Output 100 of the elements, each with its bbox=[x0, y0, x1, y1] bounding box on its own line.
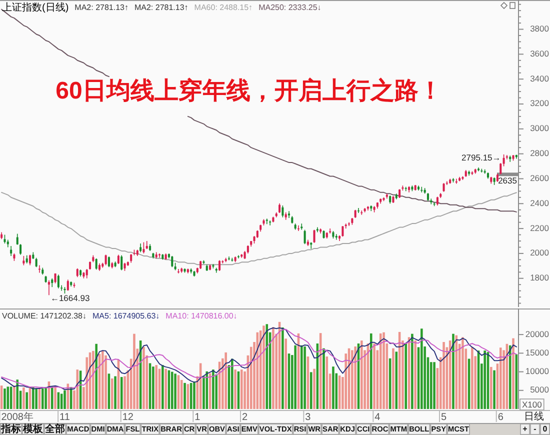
bar bbox=[414, 340, 416, 409]
bar bbox=[322, 348, 325, 409]
x-tick-label: 12 bbox=[122, 412, 134, 424]
candlestick bbox=[117, 254, 120, 264]
bar bbox=[224, 352, 227, 409]
annotation: MA2: 2781.13↑ bbox=[134, 3, 188, 12]
annotation: VOLUME: 1471202.38↓ bbox=[2, 312, 86, 321]
x-tick-label: 4 bbox=[374, 412, 381, 424]
bar bbox=[162, 365, 164, 409]
candlestick bbox=[57, 274, 60, 289]
bar bbox=[152, 366, 154, 409]
bar bbox=[262, 326, 265, 409]
bar bbox=[64, 390, 66, 409]
bar bbox=[420, 328, 423, 409]
bar bbox=[4, 388, 6, 409]
text: 模板 bbox=[22, 423, 44, 435]
y-tick-label: 2000 bbox=[530, 248, 550, 258]
bar bbox=[16, 380, 18, 409]
candlestick bbox=[269, 220, 272, 226]
ref-line-label: 2635 bbox=[498, 176, 518, 186]
bar bbox=[240, 370, 243, 409]
candlestick bbox=[304, 229, 306, 245]
bar bbox=[360, 340, 363, 409]
bar bbox=[284, 338, 287, 409]
candlestick bbox=[266, 218, 268, 225]
bar bbox=[392, 348, 394, 409]
text: + bbox=[522, 424, 528, 434]
bar bbox=[493, 370, 496, 409]
bar bbox=[499, 348, 502, 409]
candlestick bbox=[177, 268, 180, 274]
candlestick bbox=[108, 256, 110, 268]
y-tick-label: 20000 bbox=[525, 328, 550, 339]
candlestick bbox=[357, 208, 360, 214]
bar bbox=[512, 338, 514, 409]
bar bbox=[304, 346, 306, 409]
bar bbox=[114, 376, 116, 409]
y-tick-label: 3600 bbox=[530, 48, 550, 58]
bar bbox=[95, 344, 98, 409]
annotation: ←1664.93 bbox=[50, 292, 90, 303]
y-tick-label: 3400 bbox=[530, 73, 550, 84]
candlestick bbox=[95, 258, 98, 270]
candlestick bbox=[158, 253, 161, 258]
bar bbox=[35, 388, 38, 409]
bar bbox=[50, 386, 54, 409]
bar bbox=[354, 346, 356, 409]
bar bbox=[411, 334, 414, 409]
bar bbox=[13, 386, 16, 409]
bar bbox=[212, 370, 214, 409]
y-tick-label: 10000 bbox=[525, 366, 550, 376]
x-tick-label: 11 bbox=[60, 412, 70, 424]
text: MA5: 1674905.63↓ bbox=[92, 312, 160, 321]
y-tick-label: 2200 bbox=[530, 222, 550, 233]
candlestick bbox=[218, 260, 221, 272]
bar bbox=[332, 366, 334, 409]
candlestick bbox=[509, 155, 512, 162]
y-tick-label: 1800 bbox=[530, 272, 550, 283]
bar bbox=[54, 386, 56, 409]
bar bbox=[234, 370, 236, 409]
y-tick-label: 3000 bbox=[530, 123, 550, 134]
y-axis-title: X100 bbox=[522, 399, 542, 410]
text: 60日均线上穿年线，开启上行之路！ bbox=[56, 77, 442, 104]
bar bbox=[102, 350, 104, 409]
bar bbox=[373, 343, 376, 409]
candlestick bbox=[22, 256, 25, 266]
y-tick-label: 2400 bbox=[530, 198, 550, 208]
bar bbox=[471, 347, 474, 409]
bar bbox=[133, 334, 136, 409]
bar bbox=[370, 333, 372, 409]
candlestick bbox=[313, 229, 316, 244]
y-tick-label: 3200 bbox=[530, 98, 550, 108]
y-tick-label: 2800 bbox=[530, 148, 550, 158]
y-tick-label: 3800 bbox=[530, 24, 550, 34]
bar bbox=[110, 378, 114, 409]
bar bbox=[382, 332, 385, 409]
bar bbox=[442, 342, 445, 409]
bar bbox=[310, 372, 312, 409]
x-tick-label: 1 bbox=[194, 412, 201, 424]
candlestick bbox=[86, 268, 88, 279]
line-series bbox=[1, 192, 517, 266]
bar bbox=[104, 355, 107, 409]
candlestick bbox=[335, 234, 338, 240]
x-tick-label: 6 bbox=[498, 412, 504, 424]
bar bbox=[174, 374, 176, 409]
bar bbox=[433, 362, 436, 409]
bar bbox=[484, 350, 486, 409]
bar bbox=[42, 388, 44, 409]
candlestick bbox=[282, 205, 284, 218]
candlestick bbox=[29, 254, 32, 266]
bar bbox=[462, 337, 464, 409]
bar bbox=[164, 368, 167, 409]
bar bbox=[26, 392, 28, 409]
candlestick bbox=[171, 256, 174, 268]
x-tick-label: 5 bbox=[440, 412, 447, 424]
chart-title: 上证指数(日线) bbox=[2, 2, 69, 14]
text: MA10: 1470816.00↓ bbox=[166, 312, 238, 321]
bar bbox=[184, 382, 186, 409]
candlestick bbox=[48, 280, 50, 296]
bar bbox=[92, 350, 94, 409]
bar bbox=[142, 346, 145, 409]
bar bbox=[171, 372, 174, 409]
